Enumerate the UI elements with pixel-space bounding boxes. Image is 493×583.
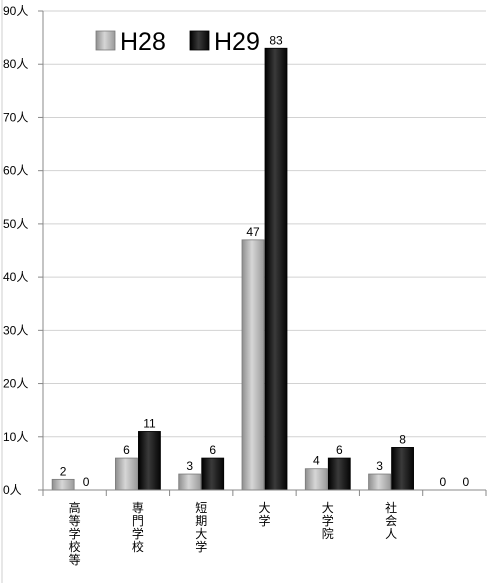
data-label: 0: [440, 475, 447, 489]
legend: H28 H29: [95, 28, 260, 56]
data-label: 4: [313, 454, 320, 468]
y-tick-label: 0人: [3, 483, 22, 497]
bars: [51, 47, 414, 491]
data-label: 0: [83, 475, 90, 489]
bar-h29: [138, 431, 161, 491]
legend-label-h28: H28: [120, 28, 166, 56]
data-label: 6: [336, 443, 343, 457]
y-tick-label: 80人: [3, 57, 28, 71]
data-label: 47: [246, 225, 260, 239]
axes: [38, 10, 487, 496]
category-label: 専門学校: [132, 501, 144, 554]
bar-h29: [327, 457, 351, 491]
category-label: 高等学校等: [69, 500, 81, 567]
data-label: 3: [376, 459, 383, 473]
bar-h29: [391, 447, 414, 491]
bar-h29: [201, 457, 225, 491]
legend-swatch-h28: [95, 30, 116, 51]
legend-label-h29: H29: [214, 28, 260, 56]
y-tick-label: 50人: [3, 217, 28, 231]
y-tick-label: 40人: [3, 270, 28, 284]
gridlines: [43, 10, 486, 491]
labels: 0人 10人 20人 30人 40人 50人 60人 70人 80人 90人 2 6 3 47 4 3 0 0 11…: [3, 4, 470, 567]
bar-h28: [51, 478, 75, 491]
y-tick-label: 10人: [3, 430, 28, 444]
data-label: 0: [463, 475, 470, 489]
bar-h28: [115, 457, 138, 491]
bar-h28: [368, 473, 391, 491]
category-label: 社会人: [385, 500, 397, 541]
data-label: 6: [123, 443, 130, 457]
category-label: 大学院: [322, 501, 334, 541]
bar-h29: [264, 47, 288, 491]
bar-h28: [241, 239, 265, 491]
data-label: 83: [269, 33, 283, 47]
y-tick-label: 70人: [3, 110, 28, 124]
y-tick-label: 30人: [3, 323, 28, 337]
y-tick-label: 60人: [3, 164, 28, 178]
legend-swatch-h29: [189, 30, 210, 51]
data-label: 11: [143, 416, 156, 430]
data-label: 6: [209, 443, 216, 457]
category-label: 短期大学: [195, 501, 207, 554]
bar-h28: [178, 473, 202, 491]
bar-h28: [304, 468, 328, 491]
y-tick-label: 20人: [3, 377, 28, 391]
data-label: 2: [60, 464, 67, 478]
y-tick-label: 90人: [3, 4, 28, 18]
category-label: 大学: [258, 501, 270, 528]
data-label: 8: [399, 432, 406, 446]
data-label: 3: [186, 459, 193, 473]
